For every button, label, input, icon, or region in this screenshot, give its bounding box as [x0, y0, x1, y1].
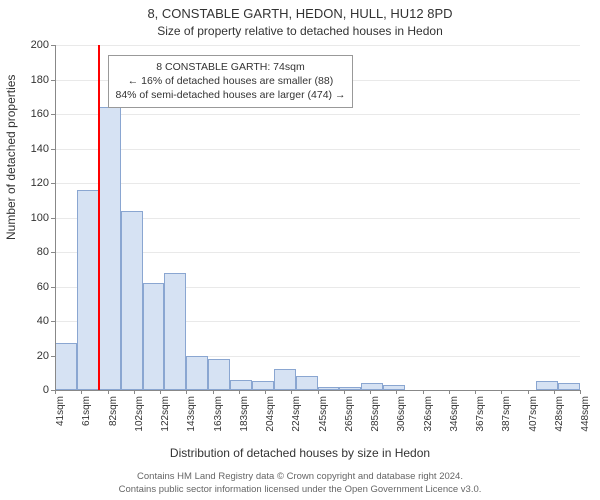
histogram-bar — [143, 283, 165, 390]
histogram-bar — [164, 273, 186, 390]
x-tick-label: 183sqm — [239, 396, 250, 432]
histogram-bar — [558, 383, 580, 390]
gridline — [55, 114, 580, 115]
histogram-bar — [252, 381, 274, 390]
footnote: Contains HM Land Registry data © Crown c… — [0, 471, 600, 496]
gridline — [55, 149, 580, 150]
title-line-2: Size of property relative to detached ho… — [0, 24, 600, 38]
x-tick-label: 387sqm — [501, 396, 512, 432]
y-tick-label: 40 — [37, 315, 49, 327]
x-tick-label: 326sqm — [423, 396, 434, 432]
histogram-bar — [296, 376, 318, 390]
footnote-line-1: Contains HM Land Registry data © Crown c… — [0, 471, 600, 483]
x-tick-label: 41sqm — [55, 396, 66, 426]
x-tick-mark — [580, 390, 581, 394]
y-tick-label: 0 — [43, 384, 49, 396]
x-tick-label: 82sqm — [108, 396, 119, 426]
histogram-bar — [230, 380, 252, 390]
y-axis-label: Number of detached properties — [4, 75, 18, 240]
title-line-1: 8, CONSTABLE GARTH, HEDON, HULL, HU12 8P… — [0, 6, 600, 21]
x-axis-line — [55, 390, 580, 391]
x-tick-label: 163sqm — [213, 396, 224, 432]
x-tick-label: 428sqm — [554, 396, 565, 432]
property-marker-line — [98, 45, 100, 390]
histogram-bar — [55, 343, 77, 390]
x-tick-label: 448sqm — [580, 396, 591, 432]
histogram-bar — [186, 356, 208, 391]
gridline — [55, 183, 580, 184]
x-tick-label: 61sqm — [81, 396, 92, 426]
x-tick-label: 224sqm — [291, 396, 302, 432]
histogram-bar — [99, 107, 121, 390]
y-tick-label: 200 — [31, 39, 49, 51]
annotation-box: 8 CONSTABLE GARTH: 74sqm← 16% of detache… — [108, 55, 354, 108]
x-tick-label: 306sqm — [396, 396, 407, 432]
histogram-bar — [274, 369, 296, 390]
x-tick-label: 285sqm — [370, 396, 381, 432]
annotation-line-1: 8 CONSTABLE GARTH: 74sqm — [116, 60, 346, 74]
gridline — [55, 45, 580, 46]
y-axis-line — [55, 45, 56, 390]
histogram-bar — [77, 190, 99, 390]
annotation-line-3: 84% of semi-detached houses are larger (… — [116, 88, 346, 102]
y-tick-label: 100 — [31, 212, 49, 224]
y-tick-label: 20 — [37, 350, 49, 362]
y-tick-label: 140 — [31, 143, 49, 155]
plot-inner: 02040608010012014016018020041sqm61sqm82s… — [55, 45, 580, 390]
x-tick-label: 407sqm — [528, 396, 539, 432]
x-tick-label: 346sqm — [449, 396, 460, 432]
x-axis-label: Distribution of detached houses by size … — [0, 446, 600, 460]
histogram-bar — [121, 211, 143, 390]
y-tick-label: 60 — [37, 281, 49, 293]
x-tick-label: 367sqm — [475, 396, 486, 432]
x-tick-label: 143sqm — [186, 396, 197, 432]
x-tick-label: 204sqm — [265, 396, 276, 432]
y-tick-label: 80 — [37, 246, 49, 258]
x-tick-label: 265sqm — [344, 396, 355, 432]
annotation-line-2: ← 16% of detached houses are smaller (88… — [116, 74, 346, 88]
histogram-bar — [361, 383, 383, 390]
x-tick-label: 122sqm — [160, 396, 171, 432]
x-tick-label: 245sqm — [318, 396, 329, 432]
plot-area: 02040608010012014016018020041sqm61sqm82s… — [55, 45, 580, 390]
histogram-bar — [208, 359, 230, 390]
y-tick-label: 180 — [31, 74, 49, 86]
figure-root: 8, CONSTABLE GARTH, HEDON, HULL, HU12 8P… — [0, 0, 600, 500]
y-tick-label: 120 — [31, 177, 49, 189]
x-tick-label: 102sqm — [134, 396, 145, 432]
y-tick-label: 160 — [31, 108, 49, 120]
histogram-bar — [536, 381, 558, 390]
footnote-line-2: Contains public sector information licen… — [0, 484, 600, 496]
